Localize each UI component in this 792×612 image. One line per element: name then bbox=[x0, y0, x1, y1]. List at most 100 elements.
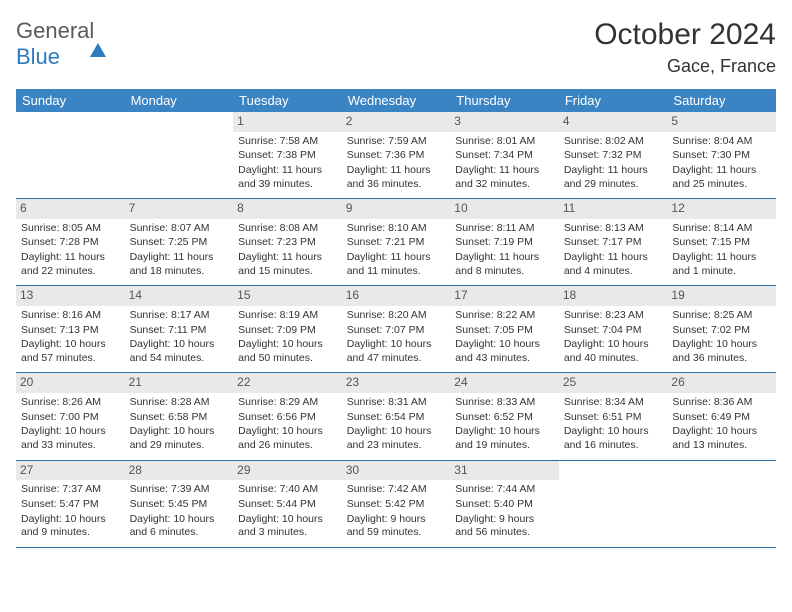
sunrise-line: Sunrise: 8:05 AM bbox=[21, 222, 120, 236]
day-number: 24 bbox=[450, 373, 559, 393]
calendar-day: 4Sunrise: 8:02 AMSunset: 7:32 PMDaylight… bbox=[559, 112, 668, 198]
sunrise-line: Sunrise: 8:22 AM bbox=[455, 309, 554, 323]
logo: General Blue bbox=[16, 18, 106, 70]
daylight-line: Daylight: 11 hours and 11 minutes. bbox=[347, 251, 446, 278]
day-number: 14 bbox=[125, 286, 234, 306]
sunrise-line: Sunrise: 8:28 AM bbox=[130, 396, 229, 410]
day-number: 31 bbox=[450, 461, 559, 481]
sunrise-line: Sunrise: 8:01 AM bbox=[455, 135, 554, 149]
sunset-line: Sunset: 6:49 PM bbox=[672, 411, 771, 425]
daylight-line: Daylight: 10 hours and 43 minutes. bbox=[455, 338, 554, 365]
day-number: 23 bbox=[342, 373, 451, 393]
day-number: 27 bbox=[16, 461, 125, 481]
calendar-day: 27 Sunrise: 7:37 AMSunset: 5:47 PMDayligh… bbox=[16, 461, 125, 547]
day-number: 19 bbox=[667, 286, 776, 306]
sunrise-line: Sunrise: 8:02 AM bbox=[564, 135, 663, 149]
title-block: October 2024 Gace, France bbox=[594, 18, 776, 77]
daylight-line: Daylight: 10 hours and 23 minutes. bbox=[347, 425, 446, 452]
sunset-line: Sunset: 7:13 PM bbox=[21, 324, 120, 338]
sunrise-line: Sunrise: 7:58 AM bbox=[238, 135, 337, 149]
day-number: 2 bbox=[342, 112, 451, 132]
sunset-line: Sunset: 7:30 PM bbox=[672, 149, 771, 163]
day-number: 13 bbox=[16, 286, 125, 306]
day-header: Saturday bbox=[667, 89, 776, 112]
sunrise-line: Sunrise: 8:36 AM bbox=[672, 396, 771, 410]
calendar-day: 16Sunrise: 8:20 AMSunset: 7:07 PMDayligh… bbox=[342, 286, 451, 372]
sunrise-line: Sunrise: 8:17 AM bbox=[130, 309, 229, 323]
sunset-line: Sunset: 5:45 PM bbox=[130, 498, 229, 512]
day-header: Thursday bbox=[450, 89, 559, 112]
calendar-week: 13Sunrise: 8:16 AMSunset: 7:13 PMDayligh… bbox=[16, 286, 776, 373]
location-label: Gace, France bbox=[594, 56, 776, 77]
day-header: Sunday bbox=[16, 89, 125, 112]
day-number: 17 bbox=[450, 286, 559, 306]
sunset-line: Sunset: 7:21 PM bbox=[347, 236, 446, 250]
day-number: 3 bbox=[450, 112, 559, 132]
sunset-line: Sunset: 7:28 PM bbox=[21, 236, 120, 250]
month-title: October 2024 bbox=[594, 18, 776, 52]
day-number: 30 bbox=[342, 461, 451, 481]
day-header-row: SundayMondayTuesdayWednesdayThursdayFrid… bbox=[16, 89, 776, 112]
sunset-line: Sunset: 7:11 PM bbox=[130, 324, 229, 338]
calendar-day-empty: . bbox=[125, 112, 234, 198]
sunrise-line: Sunrise: 7:59 AM bbox=[347, 135, 446, 149]
calendar-day: 20Sunrise: 8:26 AMSunset: 7:00 PMDayligh… bbox=[16, 373, 125, 459]
sunset-line: Sunset: 5:40 PM bbox=[455, 498, 554, 512]
day-number: 22 bbox=[233, 373, 342, 393]
daylight-line: Daylight: 10 hours and 40 minutes. bbox=[564, 338, 663, 365]
daylight-line: Daylight: 11 hours and 29 minutes. bbox=[564, 164, 663, 191]
calendar-day: 13Sunrise: 8:16 AMSunset: 7:13 PMDayligh… bbox=[16, 286, 125, 372]
daylight-line: Daylight: 10 hours and 6 minutes. bbox=[130, 513, 229, 540]
daylight-line: Daylight: 10 hours and 9 minutes. bbox=[21, 513, 120, 540]
calendar-day: 30Sunrise: 7:42 AMSunset: 5:42 PMDayligh… bbox=[342, 461, 451, 547]
day-number: 11 bbox=[559, 199, 668, 219]
calendar-day: 29Sunrise: 7:40 AMSunset: 5:44 PMDayligh… bbox=[233, 461, 342, 547]
daylight-line: Daylight: 9 hours and 56 minutes. bbox=[455, 513, 554, 540]
calendar-day: 21Sunrise: 8:28 AMSunset: 6:58 PMDayligh… bbox=[125, 373, 234, 459]
day-number: 4 bbox=[559, 112, 668, 132]
sunrise-line: Sunrise: 8:33 AM bbox=[455, 396, 554, 410]
calendar-day: 10Sunrise: 8:11 AMSunset: 7:19 PMDayligh… bbox=[450, 199, 559, 285]
day-number: 1 bbox=[233, 112, 342, 132]
calendar-day: 31Sunrise: 7:44 AMSunset: 5:40 PMDayligh… bbox=[450, 461, 559, 547]
daylight-line: Daylight: 10 hours and 50 minutes. bbox=[238, 338, 337, 365]
sunset-line: Sunset: 5:47 PM bbox=[21, 498, 120, 512]
daylight-line: Daylight: 11 hours and 4 minutes. bbox=[564, 251, 663, 278]
day-number: 5 bbox=[667, 112, 776, 132]
daylight-line: Daylight: 10 hours and 26 minutes. bbox=[238, 425, 337, 452]
day-number: 26 bbox=[667, 373, 776, 393]
daylight-line: Daylight: 11 hours and 32 minutes. bbox=[455, 164, 554, 191]
day-number: 16 bbox=[342, 286, 451, 306]
sunrise-line: Sunrise: 8:26 AM bbox=[21, 396, 120, 410]
day-header: Wednesday bbox=[342, 89, 451, 112]
day-number: 7 bbox=[125, 199, 234, 219]
calendar-day: 2Sunrise: 7:59 AMSunset: 7:36 PMDaylight… bbox=[342, 112, 451, 198]
sunrise-line: Sunrise: 7:37 AM bbox=[21, 483, 120, 497]
sunset-line: Sunset: 6:52 PM bbox=[455, 411, 554, 425]
calendar-day: 1Sunrise: 7:58 AMSunset: 7:38 PMDaylight… bbox=[233, 112, 342, 198]
calendar-day: 23Sunrise: 8:31 AMSunset: 6:54 PMDayligh… bbox=[342, 373, 451, 459]
sunset-line: Sunset: 6:58 PM bbox=[130, 411, 229, 425]
daylight-line: Daylight: 10 hours and 54 minutes. bbox=[130, 338, 229, 365]
calendar-day: 19Sunrise: 8:25 AMSunset: 7:02 PMDayligh… bbox=[667, 286, 776, 372]
sunrise-line: Sunrise: 8:19 AM bbox=[238, 309, 337, 323]
sunrise-line: Sunrise: 8:14 AM bbox=[672, 222, 771, 236]
calendar-day: 7Sunrise: 8:07 AMSunset: 7:25 PMDaylight… bbox=[125, 199, 234, 285]
sunset-line: Sunset: 7:04 PM bbox=[564, 324, 663, 338]
sunset-line: Sunset: 7:05 PM bbox=[455, 324, 554, 338]
day-number: 21 bbox=[125, 373, 234, 393]
sunrise-line: Sunrise: 8:10 AM bbox=[347, 222, 446, 236]
calendar-day: 14 Sunrise: 8:17 AMSunset: 7:11 PMDayligh… bbox=[125, 286, 234, 372]
sunrise-line: Sunrise: 8:23 AM bbox=[564, 309, 663, 323]
daylight-line: Daylight: 11 hours and 1 minute. bbox=[672, 251, 771, 278]
calendar-day: 5Sunrise: 8:04 AMSunset: 7:30 PMDaylight… bbox=[667, 112, 776, 198]
daylight-line: Daylight: 10 hours and 36 minutes. bbox=[672, 338, 771, 365]
calendar-day: 17 Sunrise: 8:22 AMSunset: 7:05 PMDayligh… bbox=[450, 286, 559, 372]
calendar-day: 9Sunrise: 8:10 AMSunset: 7:21 PMDaylight… bbox=[342, 199, 451, 285]
daylight-line: Daylight: 10 hours and 13 minutes. bbox=[672, 425, 771, 452]
sunrise-line: Sunrise: 7:42 AM bbox=[347, 483, 446, 497]
daylight-line: Daylight: 10 hours and 16 minutes. bbox=[564, 425, 663, 452]
day-number: 18 bbox=[559, 286, 668, 306]
calendar-day: 3Sunrise: 8:01 AMSunset: 7:34 PMDaylight… bbox=[450, 112, 559, 198]
daylight-line: Daylight: 11 hours and 22 minutes. bbox=[21, 251, 120, 278]
